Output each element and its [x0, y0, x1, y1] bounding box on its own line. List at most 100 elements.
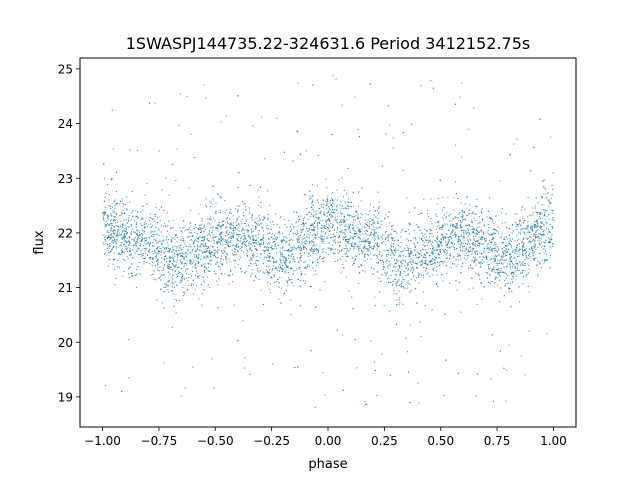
- data-point: [117, 236, 119, 238]
- data-point: [257, 224, 259, 226]
- data-point: [175, 274, 177, 276]
- data-point: [212, 246, 214, 248]
- data-point: [237, 263, 239, 265]
- data-point: [326, 215, 328, 217]
- data-point: [331, 198, 333, 200]
- data-point: [276, 252, 278, 254]
- data-point: [409, 402, 411, 404]
- data-point: [322, 258, 324, 260]
- data-point: [472, 212, 474, 214]
- data-point: [390, 233, 392, 235]
- data-point: [349, 224, 351, 226]
- data-point: [512, 277, 514, 279]
- data-point: [204, 242, 206, 244]
- data-point: [235, 248, 237, 250]
- data-point: [434, 261, 436, 263]
- data-point: [381, 242, 383, 244]
- data-point: [448, 215, 450, 217]
- data-point: [261, 222, 263, 224]
- data-point: [220, 209, 222, 211]
- data-point: [512, 272, 514, 274]
- data-point: [279, 264, 281, 266]
- data-point: [537, 275, 539, 277]
- data-point: [518, 270, 520, 272]
- data-point: [352, 191, 354, 193]
- data-point: [274, 281, 276, 283]
- data-point: [210, 245, 212, 247]
- data-point: [459, 224, 461, 226]
- data-point: [464, 255, 466, 257]
- data-point: [529, 231, 531, 233]
- data-point: [312, 204, 314, 206]
- data-point: [469, 264, 471, 266]
- data-point: [391, 257, 393, 259]
- data-point: [353, 219, 355, 221]
- data-point: [316, 233, 318, 235]
- data-point: [345, 230, 347, 232]
- data-point: [398, 244, 400, 246]
- data-point: [541, 196, 543, 198]
- data-point: [303, 217, 305, 219]
- data-point: [220, 121, 222, 123]
- data-point: [397, 240, 399, 242]
- data-point: [150, 226, 152, 228]
- data-point: [434, 259, 436, 261]
- data-point: [457, 255, 459, 257]
- data-point: [443, 225, 445, 227]
- data-point: [252, 125, 254, 127]
- data-point: [358, 241, 360, 243]
- data-point: [439, 258, 441, 260]
- data-point: [514, 252, 516, 254]
- data-point: [370, 258, 372, 260]
- data-point: [279, 227, 281, 229]
- data-point: [469, 246, 471, 248]
- data-point: [148, 243, 150, 245]
- data-point: [128, 339, 130, 341]
- data-point: [348, 205, 350, 207]
- data-point: [425, 262, 427, 264]
- data-point: [183, 277, 185, 279]
- data-point: [475, 213, 477, 215]
- data-point: [549, 246, 551, 248]
- data-point: [350, 214, 352, 216]
- data-point: [522, 253, 524, 255]
- data-point: [437, 242, 439, 244]
- data-point: [462, 235, 464, 237]
- data-point: [115, 241, 117, 243]
- data-point: [455, 280, 457, 282]
- data-point: [183, 257, 185, 259]
- data-point: [123, 235, 125, 237]
- data-point: [136, 268, 138, 270]
- data-point: [470, 247, 472, 249]
- data-point: [194, 156, 196, 158]
- data-point: [233, 254, 235, 256]
- data-point: [399, 284, 401, 286]
- data-point: [499, 236, 501, 238]
- data-point: [468, 229, 470, 231]
- data-point: [102, 217, 104, 219]
- data-point: [298, 220, 300, 222]
- data-point: [312, 235, 314, 237]
- data-point: [461, 213, 463, 215]
- data-point: [217, 261, 219, 263]
- data-point: [210, 256, 212, 258]
- data-point: [173, 305, 175, 307]
- data-point: [527, 273, 529, 275]
- data-point: [102, 242, 104, 244]
- data-point: [300, 274, 302, 276]
- data-point: [481, 236, 483, 238]
- data-point: [133, 231, 135, 233]
- data-point: [376, 395, 378, 397]
- data-point: [426, 273, 428, 275]
- data-point: [188, 246, 190, 248]
- data-point: [513, 143, 515, 145]
- data-point: [552, 209, 554, 211]
- data-point: [446, 252, 448, 254]
- data-point: [259, 244, 261, 246]
- data-point: [243, 203, 245, 205]
- data-point: [367, 219, 369, 221]
- data-point: [201, 228, 203, 230]
- data-point: [497, 269, 499, 271]
- data-point: [121, 252, 123, 254]
- data-point: [242, 227, 244, 229]
